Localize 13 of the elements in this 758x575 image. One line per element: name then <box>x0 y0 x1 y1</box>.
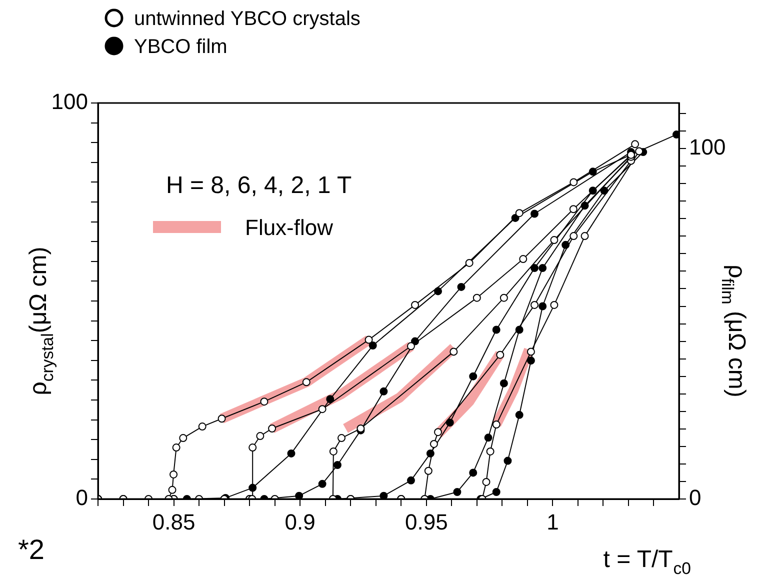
y2-tick-label: 100 <box>689 134 726 160</box>
legend-label: untwinned YBCO crystals <box>134 8 360 30</box>
x-tick-label: 1 <box>546 509 559 534</box>
y2-tick-label: 0 <box>689 485 702 510</box>
legend-label: Flux-flow <box>245 215 334 240</box>
x-tick-label: 0.85 <box>152 509 196 534</box>
x-tick-label: 0.95 <box>404 509 448 534</box>
x-tick-label: 0.9 <box>284 509 316 534</box>
y-axis-title: ρcrystal(μΩ cm) <box>25 246 58 396</box>
text: *2 <box>18 534 44 565</box>
legend-label: YBCO film <box>134 36 228 58</box>
annotation: H = 8, 6, 4, 2, 1 T <box>166 172 352 199</box>
y2-axis-title: ρfilm (μΩ cm) <box>718 264 750 398</box>
